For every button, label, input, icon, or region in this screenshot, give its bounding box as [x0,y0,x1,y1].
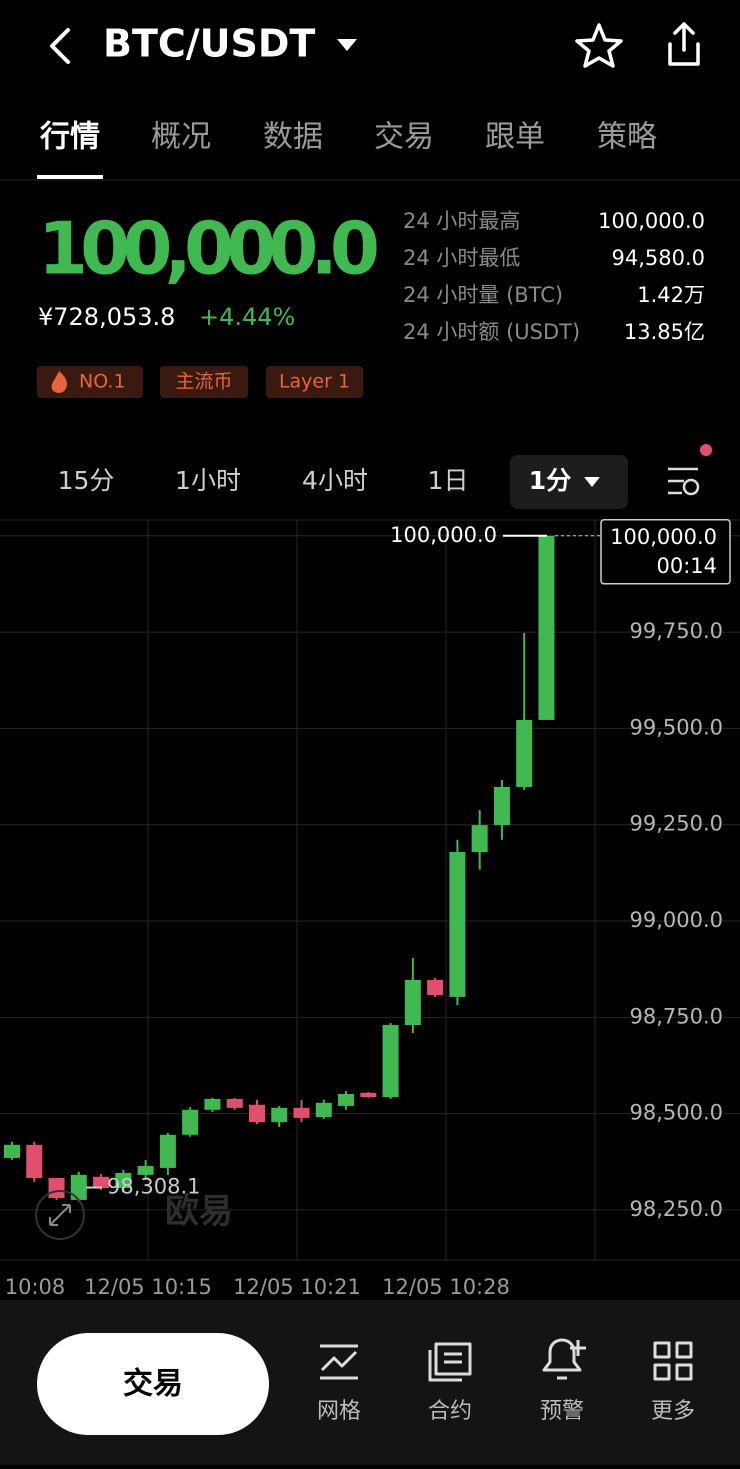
tab[interactable]: 行情 [39,120,100,155]
timeframe[interactable]: 4小时 [302,466,368,495]
x-tick-label: 12/05 10:15 [84,1275,212,1299]
tag: NO.1 [79,371,126,393]
stat-value: 1.42万 [637,283,705,307]
watermark: 欧易 [165,1192,233,1232]
trade-button-label[interactable]: 交易 [123,1367,183,1402]
candle-body [493,786,510,826]
candle-body [471,825,488,853]
low-marker-label: 98,308.1 [107,1175,201,1199]
fire-icon [51,371,67,393]
bottom-icons [320,1338,693,1382]
bottom-item-label[interactable]: 网格 [317,1399,361,1424]
tab[interactable]: 数据 [263,120,323,155]
tab[interactable]: 概况 [151,120,211,155]
bottom-item-label[interactable]: 更多 [651,1399,695,1424]
candle-body [449,852,466,997]
candle-body [182,1109,199,1135]
timeframe-selected-bg [510,455,628,509]
candle-body [293,1107,310,1118]
favorite-button[interactable] [575,23,623,68]
timeframe[interactable]: 1小时 [175,466,241,495]
y-tick-label: 98,250.0 [629,1197,723,1221]
futures-icon [428,1342,472,1382]
back-button[interactable] [50,28,70,64]
stat-label: 24 小时最低 [403,246,520,270]
timeframe[interactable]: 1日 [428,466,469,495]
timeframe[interactable]: 1分 [529,466,571,495]
x-tick-label: 12/05 10:28 [382,1275,510,1299]
candle-body [427,979,444,995]
stat-value: 100,000.0 [598,209,705,233]
last-price-box [600,519,731,585]
candle-body [93,1176,110,1188]
tag-bg [266,366,363,398]
candle-body [338,1093,355,1106]
stat-value: 94,580.0 [611,246,705,270]
alert-icon [542,1338,586,1380]
pair-title[interactable]: BTC/USDT [103,22,315,66]
candle-body [226,1098,243,1108]
notification-dot [700,444,712,456]
candle-body [115,1172,132,1188]
tag-bg [160,366,248,398]
candle-body [70,1174,87,1200]
countdown-label: 00:14 [656,554,717,578]
pair-dropdown[interactable] [337,39,357,51]
last-price-label: 100,000.0 [610,525,717,549]
candle-body [26,1144,43,1178]
candle-body [159,1134,176,1168]
stat-label: 24 小时额 (USDT) [403,320,580,344]
y-tick-label: 98,750.0 [629,1004,723,1028]
chart-settings-button[interactable] [668,467,700,496]
more-icon [653,1341,693,1381]
candle-body [271,1107,288,1123]
y-tick-label: 99,000.0 [629,908,723,932]
candle-body [204,1098,221,1110]
grid-icon [320,1344,358,1380]
high-marker-label: 100,000.0 [390,523,497,547]
bottom-item-label[interactable]: 合约 [428,1399,472,1424]
candle-body [48,1177,65,1198]
y-tick-label: 99,500.0 [629,715,723,739]
tab[interactable]: 交易 [374,120,434,155]
tab-underline [37,175,103,179]
candle-body [4,1144,20,1158]
trade-button[interactable] [37,1333,269,1435]
expand-chart-button[interactable] [35,1190,85,1240]
change-percent: +4.44% [199,303,295,331]
x-tick-label: 12/05 10:21 [233,1275,361,1299]
tag: Layer 1 [279,371,350,393]
candle-body [248,1104,265,1123]
last-price: 100,000.0 [38,207,380,291]
stat-label: 24 小时量 (BTC) [403,283,563,307]
stat-label: 24 小时最高 [403,209,520,233]
candle-body [516,719,533,787]
share-button[interactable] [668,22,700,66]
tab[interactable]: 策略 [597,120,657,155]
y-tick-label: 99,750.0 [629,619,723,643]
stat-value: 13.85亿 [624,320,705,344]
bottom-item-label[interactable]: 预警 [540,1399,584,1424]
chart: 100,000.0 99,750.0 99,500.0 99,250.0 99,000.… [0,519,740,1299]
tab[interactable]: 跟单 [485,120,545,155]
candle-body [538,535,555,720]
candle-body [137,1166,154,1175]
cny-price: ¥728,053.8 [38,303,175,331]
tag: 主流币 [175,371,232,393]
candle-body [315,1102,332,1118]
x-tick-label: 10:08 [5,1275,66,1299]
timeframe[interactable]: 15分 [58,466,115,495]
candle-body [382,1025,399,1098]
y-tick-label: 98,500.0 [629,1101,723,1125]
timeframe-dropdown[interactable] [584,477,600,487]
candle-body [404,979,421,1026]
y-tick-label: 99,250.0 [629,812,723,836]
candle-body [360,1092,377,1098]
